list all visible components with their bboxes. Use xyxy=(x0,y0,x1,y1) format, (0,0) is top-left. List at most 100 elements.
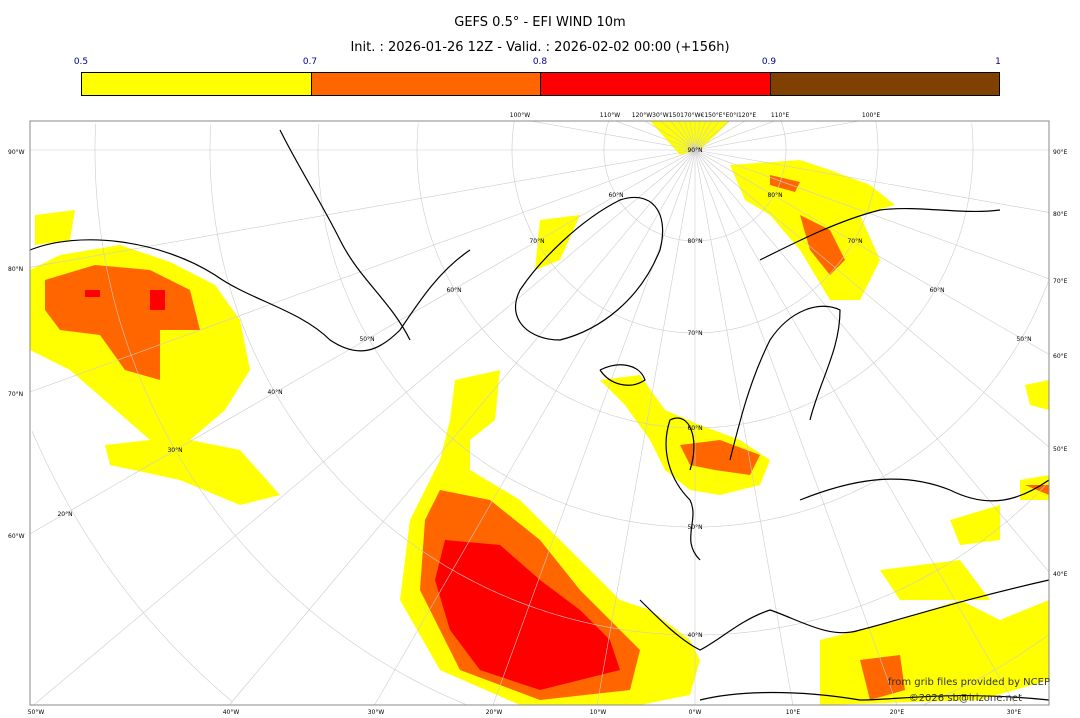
graticule-label: 30°E xyxy=(1007,709,1022,716)
meridian xyxy=(530,120,696,151)
parallel xyxy=(209,124,695,636)
graticule-label: 60°N xyxy=(687,425,702,432)
colorbar xyxy=(81,72,1000,96)
efi-area xyxy=(150,290,165,310)
efi-area xyxy=(85,290,100,297)
graticule-label: 100°E xyxy=(862,112,880,119)
meridian xyxy=(694,149,1050,213)
graticule-label: 40°N xyxy=(687,632,702,639)
efi-area xyxy=(1025,380,1049,410)
coastline xyxy=(665,417,701,561)
meridian xyxy=(694,120,701,151)
colorbar-tick: 0.8 xyxy=(532,57,548,67)
efi-shaded-areas xyxy=(30,121,1049,705)
parallel xyxy=(94,123,466,705)
efi-area xyxy=(35,210,75,245)
graticule-label: 90°W xyxy=(8,149,25,156)
meridian xyxy=(660,120,696,151)
graticule-labels: 90°W 80°N 70°N 60°W 90°E 80°E 70°E 60°E 50°E 40°E… xyxy=(8,112,1068,716)
graticule-label: 60°E xyxy=(1053,353,1068,360)
graticule-label: 120°W30°W150170°W€150°E°E0°I120°E xyxy=(632,112,757,119)
meridian xyxy=(684,120,696,151)
graticule-label: 70°N xyxy=(847,238,862,245)
parallel xyxy=(695,281,1049,528)
meridian xyxy=(670,120,696,151)
coastlines xyxy=(29,129,1050,701)
meridian xyxy=(33,149,696,706)
meridian xyxy=(694,149,1050,355)
coastline xyxy=(514,196,664,341)
map-subtitle: Init. : 2026-01-26 12Z - Valid. : 2026-0… xyxy=(350,40,730,55)
graticule-label: 70°N xyxy=(529,238,544,245)
graticule-label: 70°N xyxy=(687,330,702,337)
coastline xyxy=(29,239,471,352)
coastline xyxy=(759,207,1001,261)
graticule-label: 40°W xyxy=(223,709,240,716)
graticule-label: 40°E xyxy=(1053,571,1068,578)
meridian xyxy=(694,120,720,151)
coastline xyxy=(639,579,1050,651)
efi-area xyxy=(800,215,845,275)
graticule-label: 100°W xyxy=(510,112,530,119)
graticule-label: 50°N xyxy=(687,524,702,531)
parallel xyxy=(695,121,787,242)
graticule-label: 110°E xyxy=(771,112,789,119)
efi-area xyxy=(820,600,1049,705)
meridian xyxy=(694,149,1050,280)
graticule-label: 50°N xyxy=(1016,336,1031,343)
coastline xyxy=(279,129,411,341)
graticule-label: 60°W xyxy=(8,533,25,540)
parallel xyxy=(416,123,695,429)
graticule-label: 80°N xyxy=(687,238,702,245)
efi-area xyxy=(435,540,620,690)
meridian xyxy=(694,120,730,151)
colorbar-tick: 0.7 xyxy=(302,57,318,67)
graticule-label: 80°E xyxy=(1053,211,1068,218)
colorbar-segment xyxy=(540,73,770,95)
parallel xyxy=(924,635,1048,705)
efi-area xyxy=(880,560,990,600)
meridian xyxy=(374,149,696,706)
meridian xyxy=(694,149,1050,573)
efi-area xyxy=(950,505,1000,545)
parallel xyxy=(603,121,695,242)
graticule-label: 0°W xyxy=(689,709,702,716)
graticule-label: 50°E xyxy=(1053,446,1068,453)
graticule-label: 50°W xyxy=(28,709,45,716)
graticule-label: 30°W xyxy=(368,709,385,716)
parallel xyxy=(695,121,879,334)
meridian xyxy=(694,120,860,151)
meridian xyxy=(678,120,696,151)
efi-area xyxy=(650,121,730,155)
meridian xyxy=(644,120,696,151)
efi-area xyxy=(600,375,770,495)
meridian xyxy=(615,120,696,151)
parallel xyxy=(695,123,974,429)
graticule-label: 50°N xyxy=(359,336,374,343)
meridian xyxy=(694,120,746,151)
parallel xyxy=(695,483,1048,636)
graticule-label: 20°E xyxy=(890,709,905,716)
graticule-label: 80°N xyxy=(767,192,782,199)
graticule-label: 40°N xyxy=(267,389,282,396)
meridian xyxy=(694,120,712,151)
meridian xyxy=(694,149,1050,448)
graticule-label: 90°E xyxy=(1053,149,1068,156)
coastline xyxy=(699,691,1050,701)
graticule-label: 10°E xyxy=(786,709,801,716)
meridian xyxy=(694,149,1016,706)
map-title: GEFS 0.5° - EFI WIND 10m xyxy=(454,15,626,30)
meridian xyxy=(694,120,706,151)
meridian xyxy=(29,149,696,268)
graticule-label: 10°W xyxy=(590,709,607,716)
graticule-label: 60°N xyxy=(608,192,623,199)
coastline xyxy=(729,305,841,461)
meridian xyxy=(29,149,696,535)
meridian xyxy=(229,149,696,706)
credit-ncep: from grib files provided by NCEP xyxy=(888,677,1050,688)
colorbar-tick: 1 xyxy=(995,57,1001,67)
meridian xyxy=(29,149,696,393)
colorbar-segment xyxy=(82,73,311,95)
graticule xyxy=(29,120,1050,706)
